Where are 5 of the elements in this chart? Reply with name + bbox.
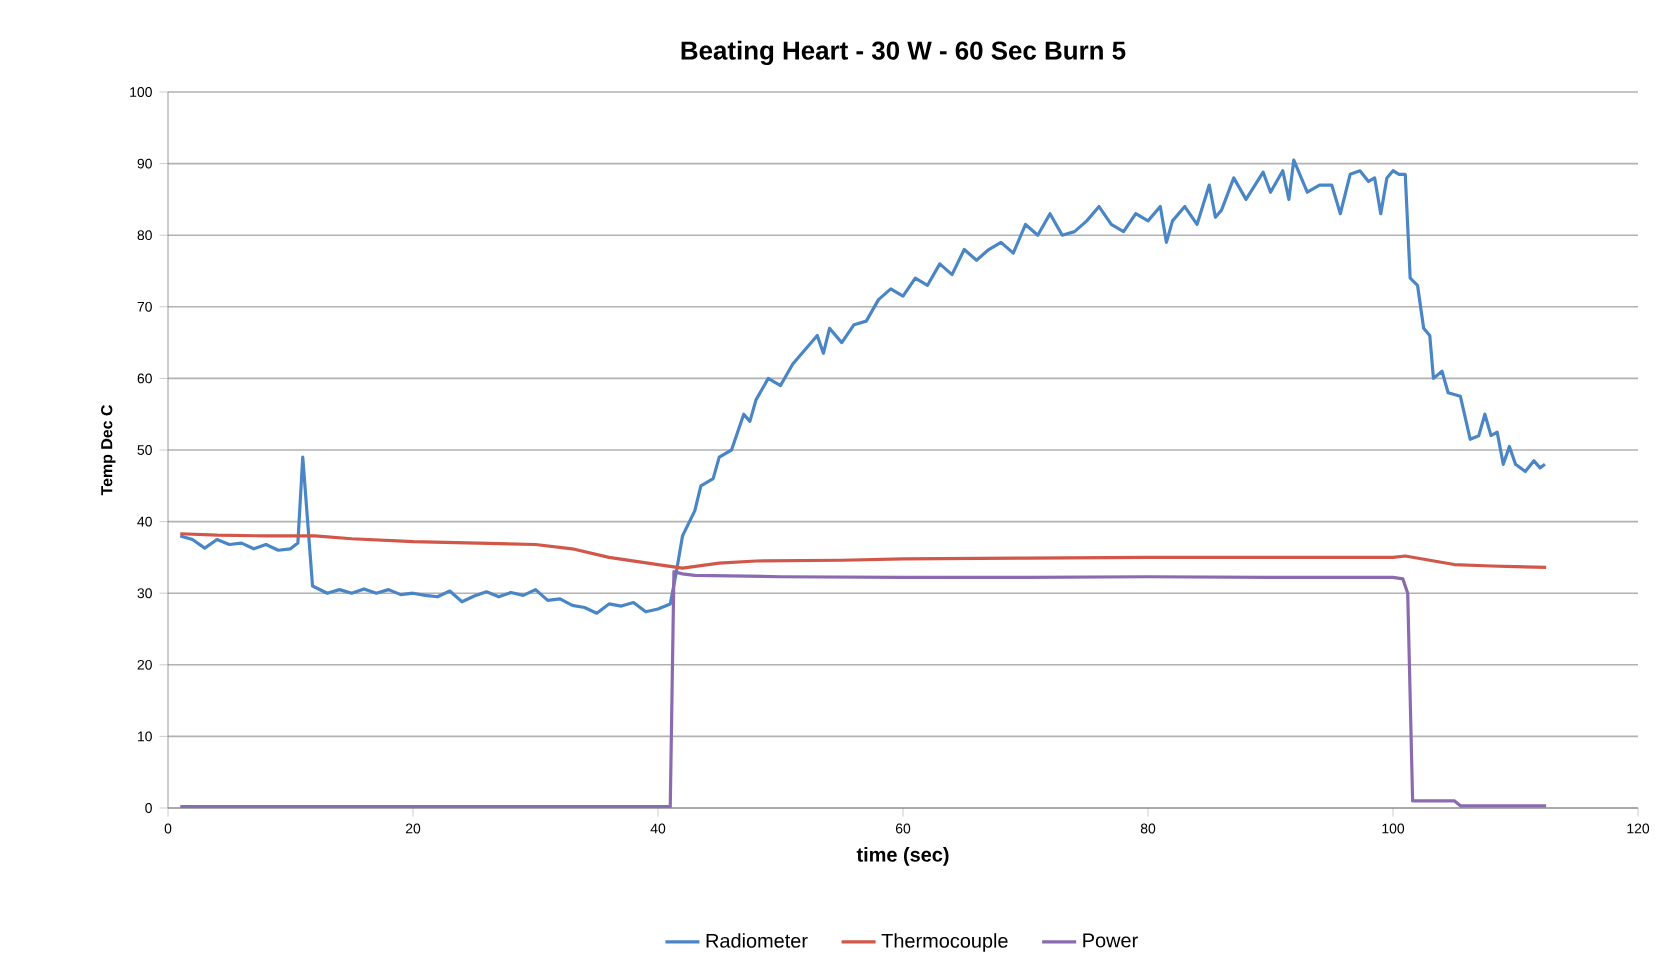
legend-label: Thermocouple [881,933,1008,952]
chart-title: Beating Heart - 30 W - 60 Sec Burn 5 [681,40,1126,66]
legend-label: Radiometer [706,933,808,948]
x-axis-title: time (sec) [856,847,949,866]
legend-label: Power [1083,933,1138,948]
